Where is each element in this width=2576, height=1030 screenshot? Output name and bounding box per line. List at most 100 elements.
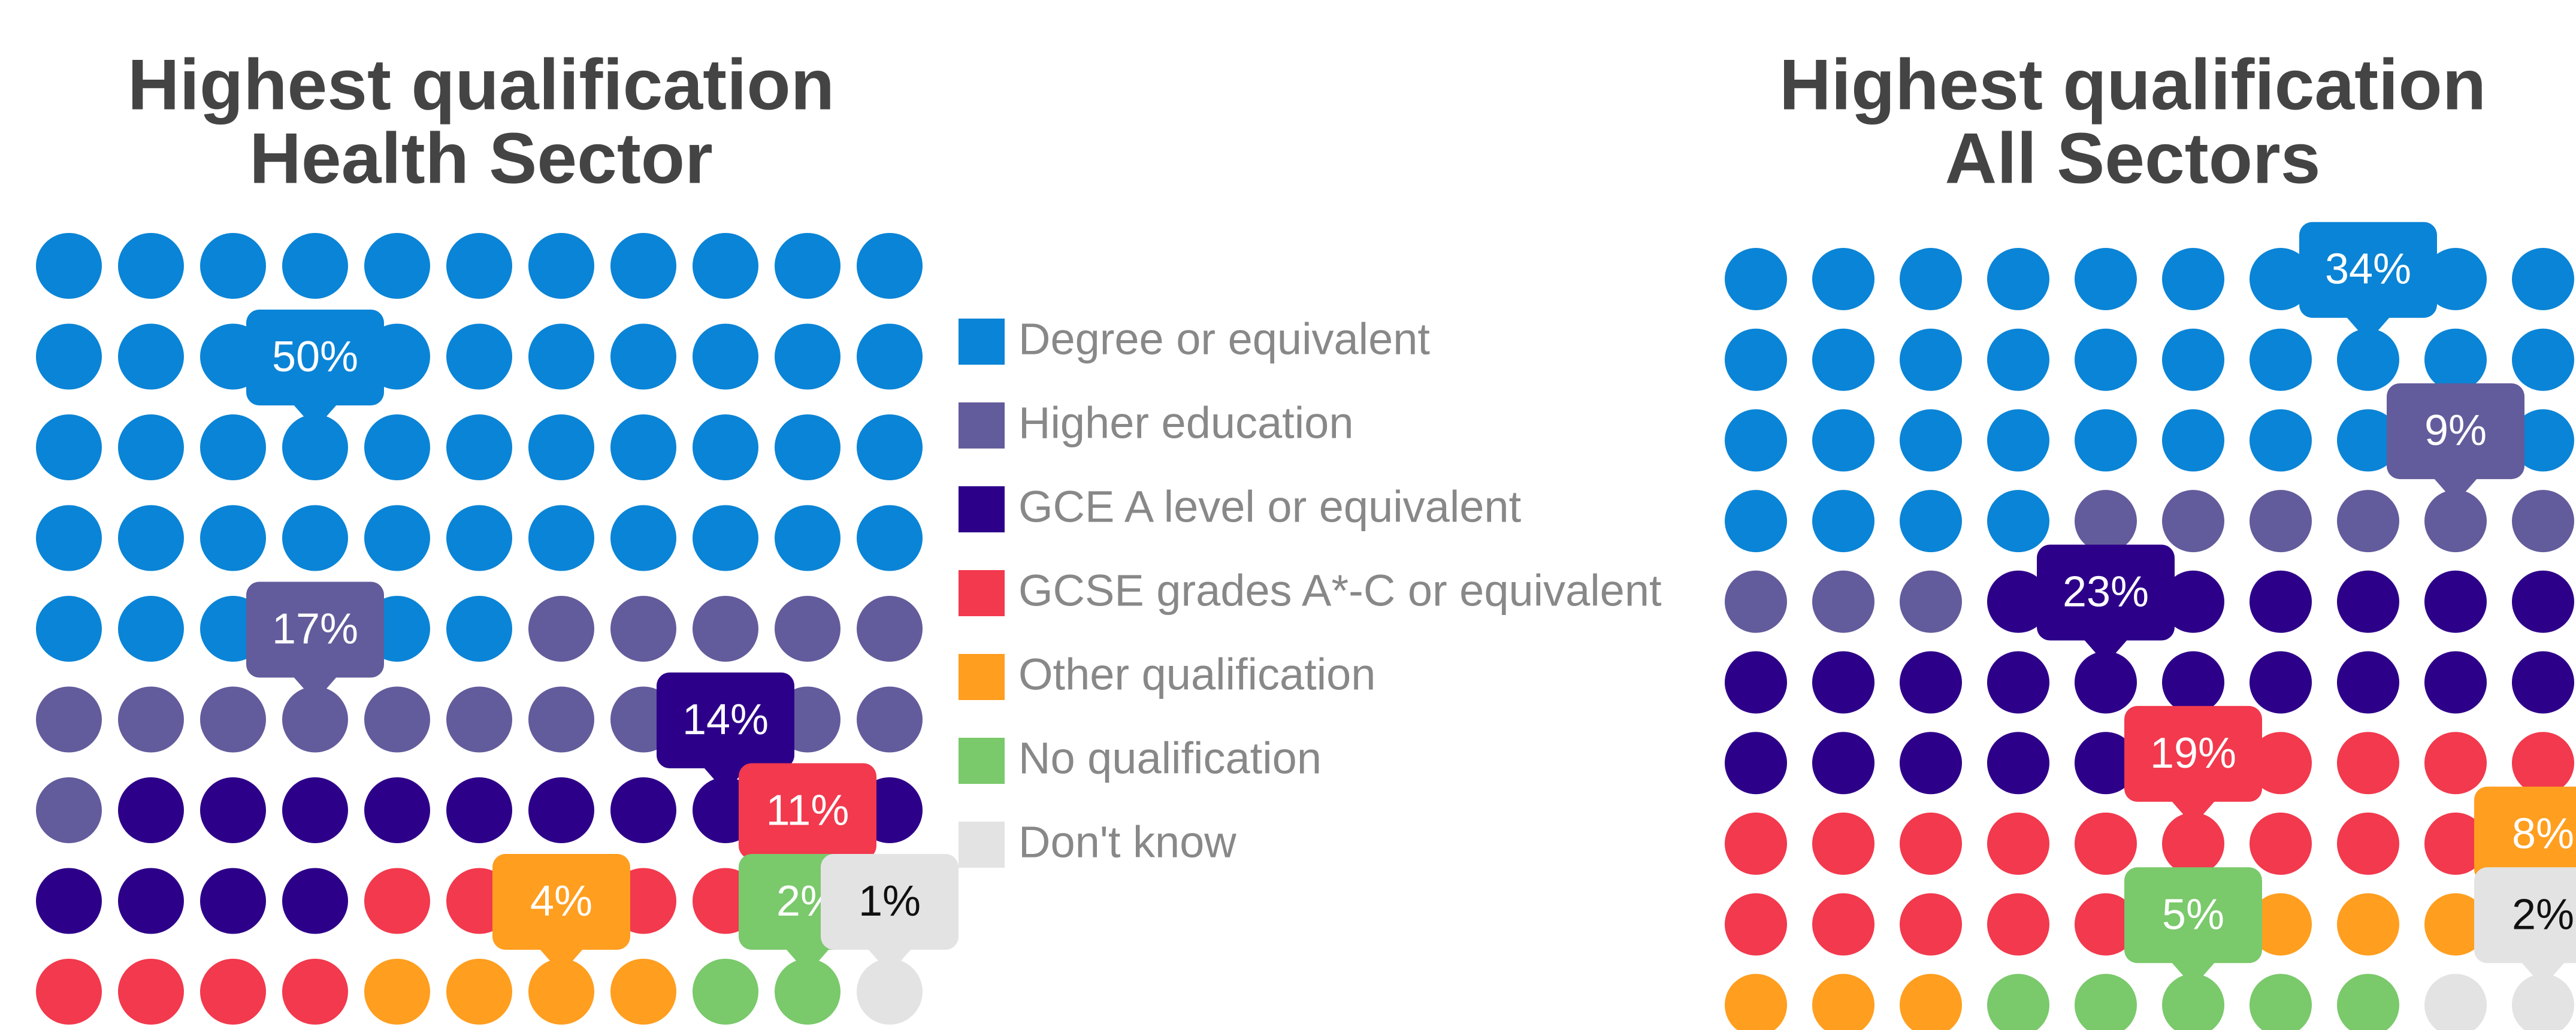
waffle-dot <box>2512 248 2574 310</box>
waffle-dot <box>446 505 512 571</box>
waffle-dot <box>2075 328 2137 391</box>
waffle-dot <box>775 596 840 662</box>
waffle-dot <box>118 686 184 753</box>
waffle-dot <box>2337 732 2399 795</box>
waffle-dot <box>2162 248 2224 310</box>
waffle-dot <box>364 777 430 843</box>
waffle-dot <box>2424 651 2487 714</box>
callout: 5% <box>2124 867 2262 987</box>
waffle-dot <box>1725 732 1787 795</box>
waffle-dot <box>528 233 594 299</box>
waffle-dot <box>857 323 923 390</box>
waffle-dot <box>364 414 430 480</box>
waffle-dot <box>1725 328 1787 391</box>
waffle-dot <box>610 777 676 843</box>
waffle-dot <box>2337 974 2399 1030</box>
chart-subtitle: All Sectors <box>1945 119 2321 199</box>
waffle-dot <box>1987 893 2049 956</box>
chart-title: Highest qualification <box>1779 45 2486 125</box>
waffle-dot <box>1987 974 2049 1030</box>
legend-label: Higher education <box>1018 398 1353 448</box>
waffle-dot <box>2250 328 2312 391</box>
callout-pointer <box>2434 478 2477 504</box>
waffle-dot <box>200 414 266 480</box>
waffle-dot <box>364 959 430 1025</box>
waffle-dot <box>36 868 102 934</box>
waffle-dot <box>1725 651 1787 714</box>
waffle-dot <box>1812 409 1874 472</box>
waffle-dot <box>1900 812 1962 875</box>
waffle-dot <box>693 596 758 662</box>
waffle-dot <box>2424 490 2487 553</box>
waffle-dot <box>1812 974 1874 1030</box>
waffle-dot <box>857 596 923 662</box>
waffle-dot <box>118 233 184 299</box>
legend-label: No qualification <box>1018 734 1322 783</box>
callout-label: 9% <box>2424 407 2487 455</box>
waffle-dot <box>282 868 348 934</box>
waffle-dot <box>36 414 102 480</box>
waffle-dot <box>200 686 266 753</box>
waffle-dot <box>1812 570 1874 633</box>
callout-label: 4% <box>530 877 592 925</box>
callout-box <box>2474 786 2576 883</box>
waffle-dot <box>2250 570 2312 633</box>
waffle-dot <box>1900 651 1962 714</box>
waffle-dot <box>200 868 266 934</box>
waffle-dot <box>2424 893 2487 956</box>
callout-pointer <box>786 949 829 974</box>
waffle-dot <box>446 414 512 480</box>
waffle-dot <box>610 233 676 299</box>
waffle-dot <box>1900 248 1962 310</box>
waffle-dot <box>446 959 512 1025</box>
waffle-dot <box>528 505 594 571</box>
waffle-dot <box>2075 490 2137 553</box>
legend-swatch <box>959 570 1005 616</box>
waffle-dot <box>2250 490 2312 553</box>
waffle-dot <box>2075 812 2137 875</box>
waffle-dot <box>2424 328 2487 391</box>
legend-swatch <box>959 319 1005 365</box>
waffle-dot <box>1725 248 1787 310</box>
waffle-dot <box>2162 812 2224 875</box>
waffle-dot <box>282 505 348 571</box>
waffle-dot <box>1812 732 1874 795</box>
waffle-dot <box>1725 812 1787 875</box>
waffle-dot <box>2337 409 2399 472</box>
waffle-dot <box>1987 248 2049 310</box>
waffle-dot <box>200 233 266 299</box>
callout-label: 19% <box>2150 729 2236 777</box>
waffle-dot <box>200 959 266 1025</box>
waffle-dot <box>775 323 840 390</box>
waffle-dot <box>2424 570 2487 633</box>
waffle-dot <box>2337 651 2399 714</box>
waffle-dot <box>200 777 266 843</box>
callout: 1% <box>821 854 959 974</box>
waffle-dot <box>1812 812 1874 875</box>
waffle-dot <box>1812 328 1874 391</box>
waffle-dot <box>1725 974 1787 1030</box>
waffle-dot <box>775 414 840 480</box>
waffle-dot <box>1725 409 1787 472</box>
waffle-dot <box>2250 651 2312 714</box>
waffle-dot <box>2424 974 2487 1030</box>
callout-pointer <box>294 677 337 702</box>
waffle-dot <box>36 323 102 390</box>
waffle-dot <box>282 233 348 299</box>
legend-label: Don't know <box>1018 817 1236 867</box>
waffle-dot <box>1725 893 1787 956</box>
waffle-dot <box>857 686 923 753</box>
waffle-dot <box>446 596 512 662</box>
waffle-dot <box>610 323 676 390</box>
callout-label: 8% <box>2512 810 2574 858</box>
waffle-dot <box>282 414 348 480</box>
waffle-dot <box>2424 248 2487 310</box>
waffle-dot <box>693 323 758 390</box>
legend-swatch <box>959 738 1005 784</box>
waffle-dot <box>2250 812 2312 875</box>
callout-box <box>2037 544 2175 641</box>
waffle-dot <box>2512 328 2574 391</box>
waffle-dot <box>2337 490 2399 553</box>
waffle-dot <box>2075 893 2137 956</box>
